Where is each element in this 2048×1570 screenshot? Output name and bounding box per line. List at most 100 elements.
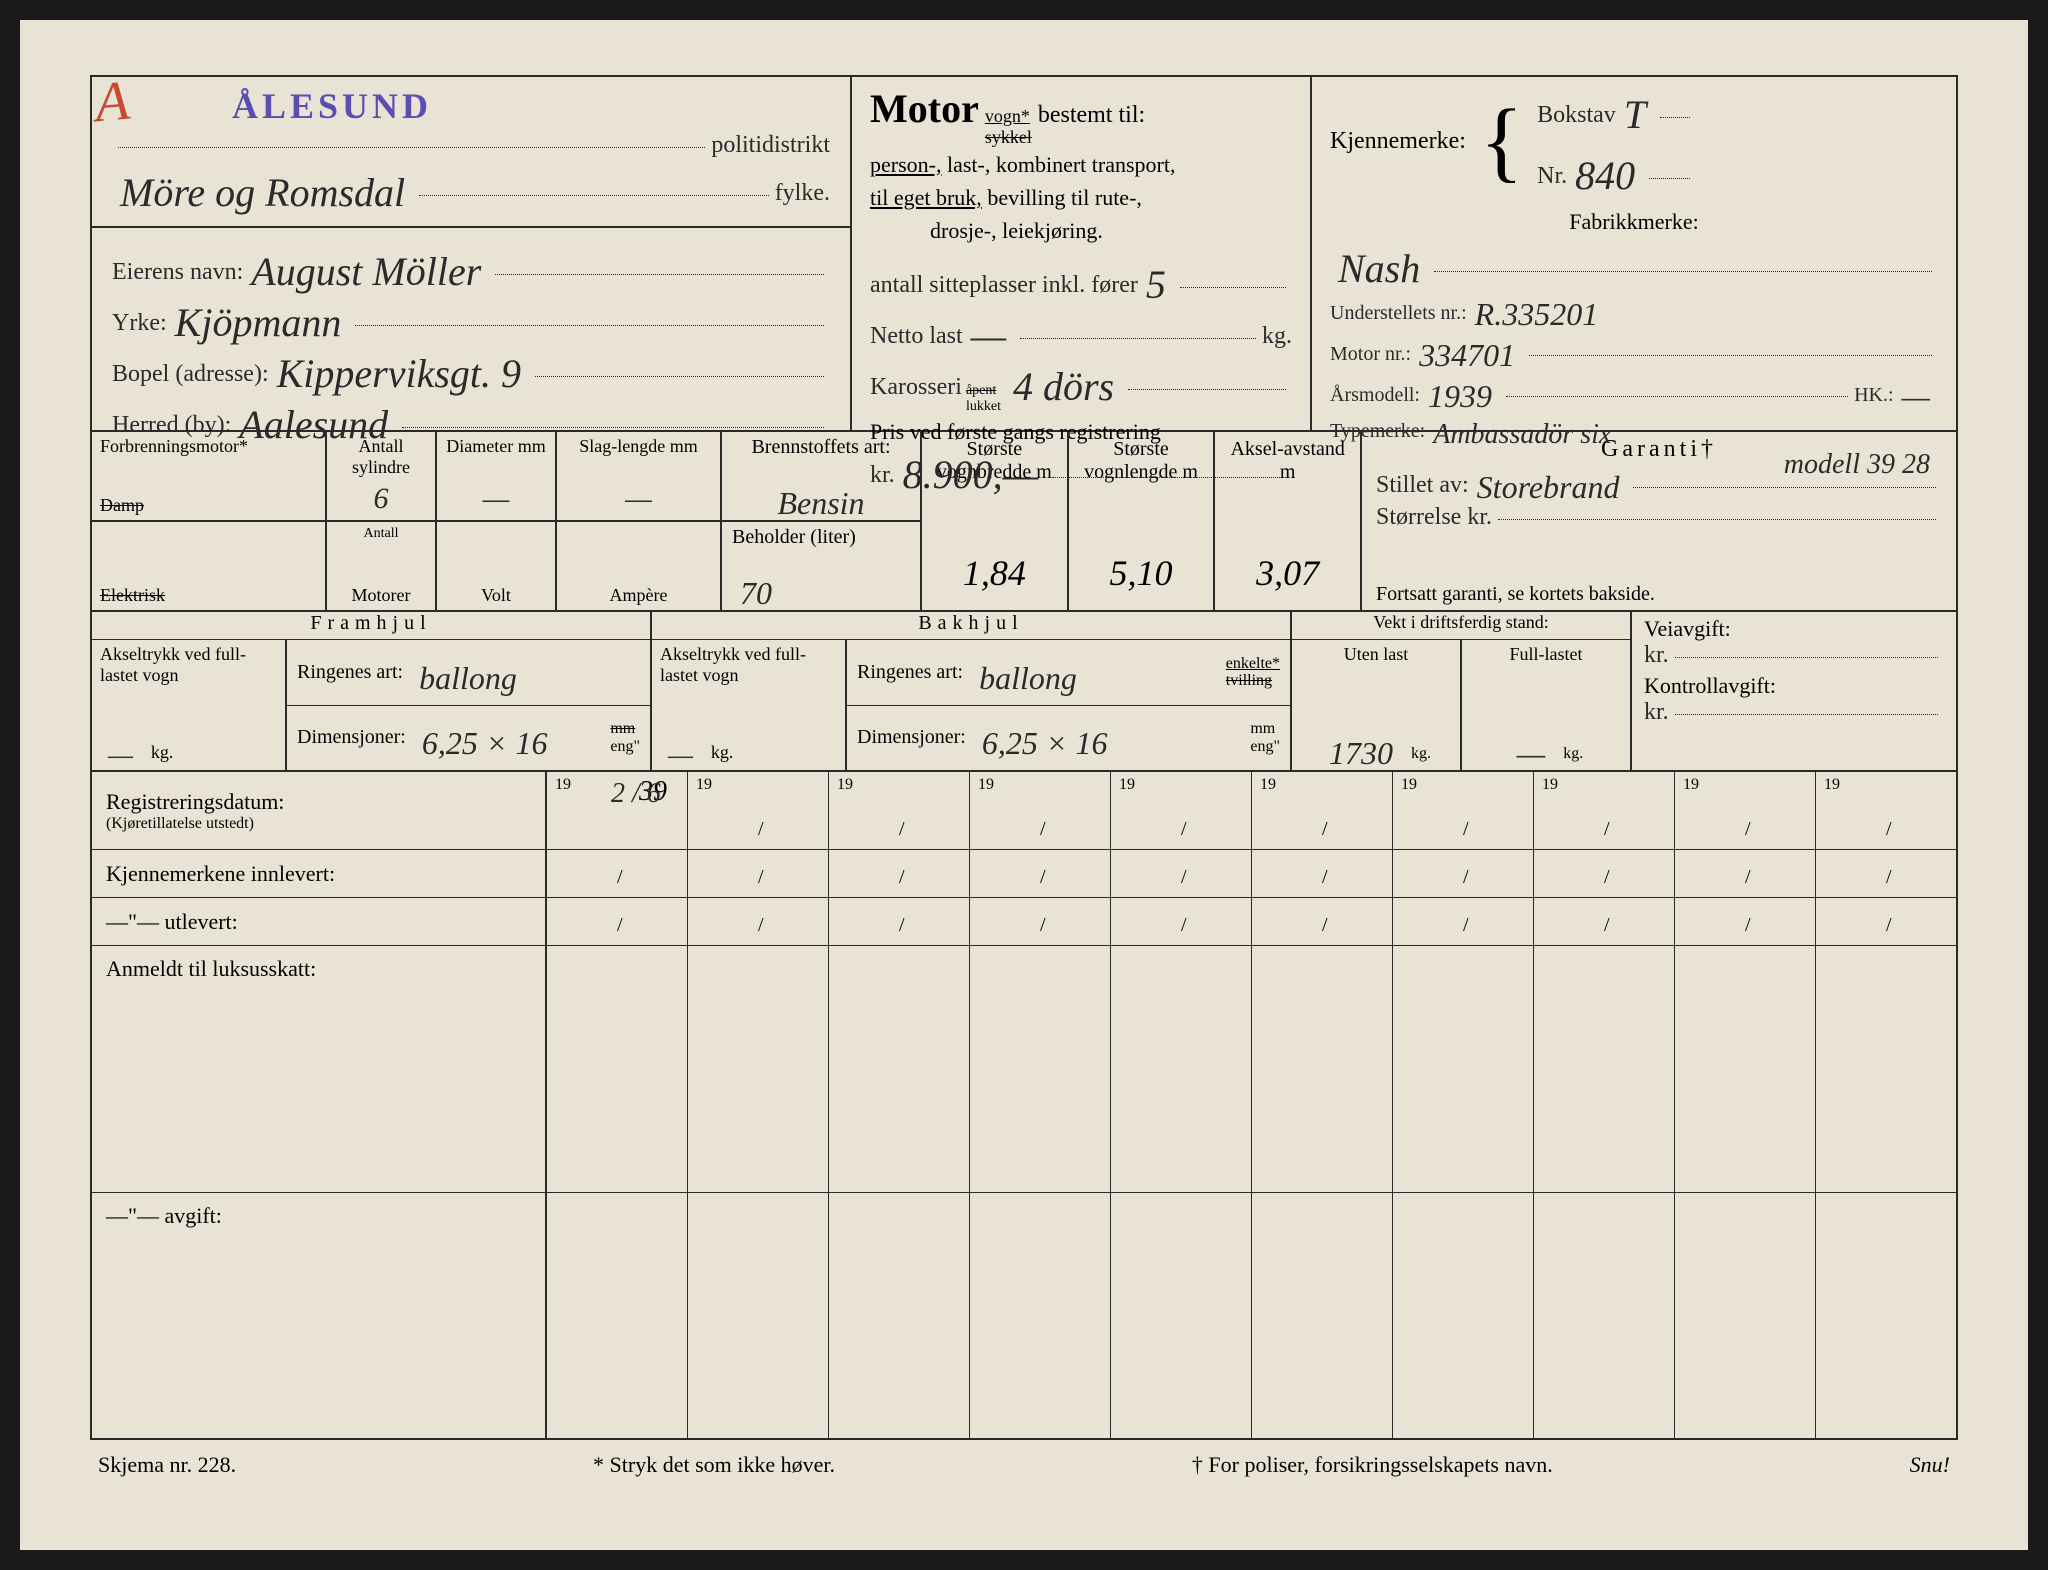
yp5: 19	[1119, 776, 1135, 794]
bak-aksel-unit: kg.	[711, 742, 734, 763]
stillet-label: Stillet av:	[1376, 472, 1469, 499]
bak-ring-label: Ringenes art:	[857, 661, 963, 684]
bak-mm: mm	[1250, 720, 1280, 738]
veia-kr1: kr.	[1644, 642, 1669, 669]
lukket-label: lukket	[966, 399, 1001, 415]
enkelte-label: enkelte*	[1226, 655, 1280, 673]
netto-unit: kg.	[1262, 323, 1292, 350]
sykkel-label: sykkel	[985, 127, 1032, 148]
yp6: 19	[1260, 776, 1276, 794]
utlevert-label: —"— utlevert:	[106, 909, 531, 935]
reg-date-row: Registreringsdatum: (Kjøretillatelse uts…	[92, 772, 1956, 850]
yrke-label: Yrke:	[112, 310, 167, 337]
fram-aksel-label: Akseltrykk ved full-lastet vogn	[100, 644, 277, 686]
type-value2: modell 39 28	[1784, 449, 1930, 480]
motor-line2: last-, kombinert transport,	[947, 152, 1176, 177]
full-unit: kg.	[1563, 745, 1583, 763]
registration-form: ÅLESUND politidistrikt Möre og Romsdal f…	[90, 75, 1958, 1440]
fylke-label: fylke.	[775, 180, 830, 207]
motor-line4: drosje-, leiekjøring.	[930, 218, 1103, 243]
karosseri-label: Karosseri	[870, 374, 962, 401]
netto-label: Netto last	[870, 323, 963, 350]
fram-dim-value: 6,25 × 16	[422, 725, 548, 762]
snu-note: Snu!	[1910, 1452, 1950, 1478]
stillet-value: Storebrand	[1477, 469, 1620, 506]
diameter-value: —	[453, 482, 539, 516]
bopel-label: Bopel (adresse):	[112, 361, 269, 388]
owner-details: Eierens navn: August Möller Yrke: Kjöpma…	[112, 228, 830, 446]
beholder-label: Beholder (liter)	[732, 526, 910, 549]
sitte-value: 5	[1146, 261, 1166, 308]
motornr-label: Motor nr.:	[1330, 343, 1411, 366]
motor-line3: bevilling til rute-,	[987, 185, 1142, 210]
registration-block: Registreringsdatum: (Kjøretillatelse uts…	[92, 772, 1956, 1438]
arsmodell-label: Årsmodell:	[1330, 384, 1420, 407]
bokstav-value: T	[1624, 91, 1646, 138]
region-header: ÅLESUND politidistrikt Möre og Romsdal f…	[92, 85, 850, 228]
kjennemerke-column: Kjennemerke: { Bokstav T Nr. 840	[1312, 77, 1956, 430]
aksel-value: 3,07	[1225, 552, 1350, 604]
motorer-label: Motorer	[335, 585, 427, 606]
understell-label: Understellets nr.:	[1330, 302, 1467, 325]
bokstav-label: Bokstav	[1537, 102, 1616, 129]
storr-label: Størrelse kr.	[1376, 504, 1492, 531]
owner-column: ÅLESUND politidistrikt Möre og Romsdal f…	[92, 77, 852, 430]
yp7: 19	[1401, 776, 1417, 794]
luksus-row: Anmeldt til luksusskatt:	[92, 946, 1956, 1193]
footer: Skjema nr. 228. * Stryk det som ikke høv…	[90, 1452, 1958, 1478]
volt-label: Volt	[445, 585, 547, 606]
yrke-value: Kjöpmann	[175, 299, 342, 346]
netto-value: —	[971, 312, 1007, 359]
diameter-label: Diameter mm	[445, 436, 547, 457]
bak-dim-label: Dimensjoner:	[857, 726, 966, 749]
motor-header: Motor vogn* sykkel bestemt til:	[870, 85, 1292, 148]
first-date: 2 / 6	[611, 778, 661, 845]
reg-sub: (Kjøretillatelse utstedt)	[106, 815, 531, 833]
fortsatt-note: Fortsatt garanti, se kortets bakside.	[1376, 583, 1942, 606]
bredde-value: 1,84	[932, 552, 1057, 604]
bopel-value: Kipperviksgt. 9	[277, 350, 521, 397]
fabrikk-label: Fabrikkmerke:	[1330, 209, 1938, 235]
motor-title: Motor	[870, 85, 979, 132]
nr-label: Nr.	[1537, 163, 1567, 190]
brennst-value: Bensin	[740, 485, 902, 522]
damp-label: Damp	[100, 495, 317, 516]
owner-name-label: Eierens navn:	[112, 259, 243, 286]
bak-aksel-value: —	[668, 740, 693, 772]
motornr-value: 334701	[1419, 337, 1515, 374]
avgift-label: —"— avgift:	[106, 1203, 222, 1228]
sylindre-value: 6	[343, 482, 419, 516]
uten-unit: kg.	[1411, 745, 1431, 763]
brace-icon: {	[1480, 110, 1523, 173]
vekt-title: Vekt i driftsferdig stand:	[1292, 612, 1630, 640]
veia-kr2: kr.	[1644, 699, 1669, 726]
fram-eng: eng"	[610, 738, 640, 756]
year-prefix: 19	[555, 776, 571, 794]
type-value: Ambassadör six	[1433, 419, 1611, 451]
yp4: 19	[978, 776, 994, 794]
elek-label: Elektrisk	[100, 585, 317, 606]
kjenn-label: Kjennemerke:	[1330, 128, 1466, 155]
slag-label: Slag-lengde mm	[565, 436, 712, 457]
lengde-value: 5,10	[1079, 552, 1204, 604]
bestemt-label: bestemt til:	[1038, 102, 1145, 129]
sitte-label: antall sitteplasser inkl. fører	[870, 272, 1138, 299]
yp9: 19	[1683, 776, 1699, 794]
ampere-label: Ampère	[565, 585, 712, 606]
luksus-label: Anmeldt til luksusskatt:	[106, 956, 316, 981]
framhjul-block: Framhjul Akseltrykk ved full-lastet vogn…	[92, 612, 652, 770]
antall-sublabel: Antall	[335, 526, 427, 542]
document-page: A ÅLESUND politidistrikt Möre og Romsdal…	[20, 20, 2028, 1550]
red-annotation: A	[92, 69, 132, 136]
politidistrikt-label: politidistrikt	[711, 132, 830, 159]
bak-dim-value: 6,25 × 16	[982, 725, 1108, 762]
kontroll-label: Kontrollavgift:	[1644, 673, 1944, 699]
yp10: 19	[1824, 776, 1840, 794]
owner-name-value: August Möller	[251, 248, 481, 295]
apent-label: åpent	[966, 383, 1001, 399]
utlevert-row: —"— utlevert: //////////	[92, 898, 1956, 946]
veiavgift-block: Veiavgift: kr. Kontrollavgift: kr.	[1632, 612, 1956, 770]
herred-value: Aalesund	[239, 401, 388, 448]
understell-value: R.335201	[1475, 296, 1599, 333]
uten-value: 1730	[1329, 735, 1393, 772]
